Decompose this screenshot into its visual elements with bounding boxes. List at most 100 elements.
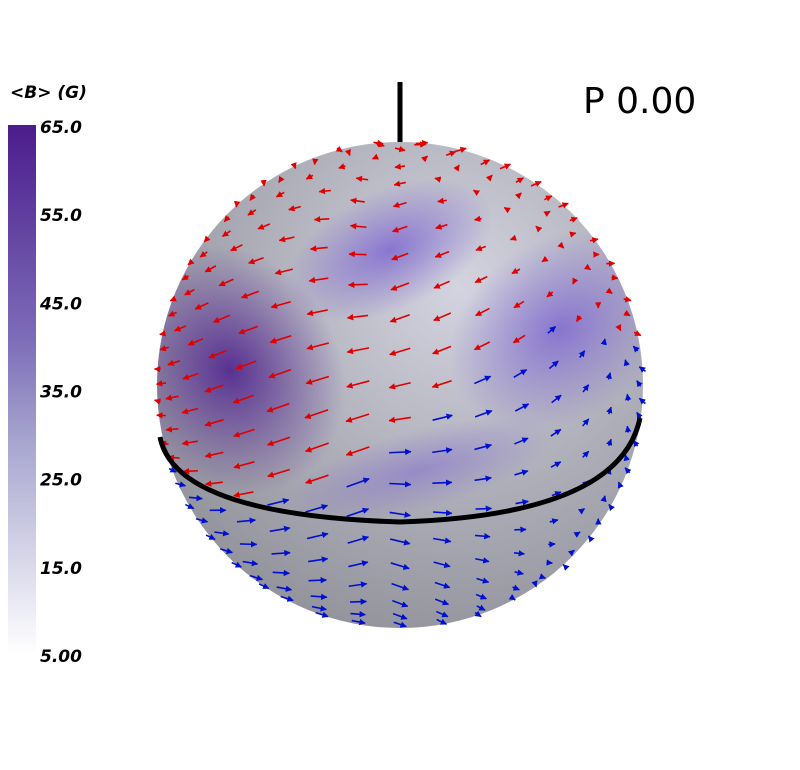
field-arrow [315, 611, 329, 618]
field-arrow [290, 162, 297, 170]
field-arrow [432, 447, 453, 454]
field-arrow [624, 467, 632, 475]
field-arrow [558, 202, 569, 209]
field-arrow [503, 206, 511, 214]
field-arrow [548, 360, 559, 370]
field-arrow [391, 582, 410, 591]
field-arrow [389, 347, 411, 356]
field-arrow [445, 150, 457, 157]
field-arrow [582, 384, 590, 393]
field-arrow [485, 174, 493, 182]
field-arrow [578, 350, 586, 358]
field-arrow [389, 314, 410, 323]
field-arrow [547, 325, 557, 334]
field-arrow [188, 494, 203, 502]
field-arrow [394, 163, 406, 170]
field-arrow [182, 372, 199, 380]
colorbar [8, 125, 36, 655]
field-arrow [567, 549, 575, 557]
field-arrow [582, 450, 590, 458]
field-arrow [605, 287, 613, 295]
field-arrow [155, 380, 167, 387]
field-arrow [308, 577, 328, 584]
field-arrow [232, 394, 255, 404]
field-arrow [276, 585, 293, 592]
star-surface [157, 142, 643, 628]
field-arrow [182, 467, 198, 475]
field-arrow [348, 251, 367, 258]
field-arrow [308, 556, 329, 563]
field-arrow [624, 425, 632, 433]
field-arrow [305, 173, 314, 180]
field-arrow [551, 394, 562, 404]
field-arrow [509, 234, 517, 241]
field-arrow [233, 491, 254, 498]
field-arrow [278, 175, 285, 184]
colorbar-title: <B> (G) [10, 83, 87, 103]
field-arrow [583, 263, 592, 271]
field-arrow [569, 231, 577, 238]
field-arrow [346, 347, 370, 355]
field-arrow [435, 223, 448, 230]
field-arrow [174, 325, 187, 332]
field-arrow [434, 250, 450, 258]
field-arrow [577, 507, 586, 515]
field-arrow [514, 192, 522, 200]
field-arrow [159, 330, 167, 337]
field-arrow [433, 312, 452, 322]
field-arrow [569, 216, 578, 223]
field-arrow [514, 469, 529, 476]
field-arrow [393, 621, 407, 628]
field-arrow [280, 595, 294, 602]
field-arrow [550, 428, 562, 437]
field-arrow [267, 498, 290, 506]
field-arrow [175, 481, 187, 488]
field-arrow [218, 278, 234, 287]
field-arrow [472, 189, 481, 196]
field-arrow [548, 541, 556, 548]
field-arrow [304, 409, 329, 419]
field-arrow [475, 245, 487, 252]
field-arrow [235, 360, 257, 370]
colorbar-tick-label: 25.0 [40, 471, 82, 491]
field-arrow [248, 257, 264, 265]
field-arrow [347, 281, 368, 288]
field-arrow [512, 584, 520, 591]
field-arrow [305, 375, 330, 385]
field-arrow [168, 310, 177, 317]
field-arrow [389, 481, 412, 488]
field-arrow [345, 413, 370, 423]
colorbar-tick-label: 35.0 [40, 383, 82, 403]
field-arrow [624, 393, 632, 401]
field-arrow [269, 334, 292, 344]
field-arrow [475, 593, 487, 600]
field-arrow [165, 426, 179, 433]
field-arrow [632, 345, 640, 353]
field-arrow [153, 398, 161, 405]
field-arrow [266, 436, 291, 447]
field-arrow [514, 403, 530, 412]
field-arrow [611, 274, 619, 281]
field-arrow [238, 325, 259, 335]
field-arrow [187, 338, 204, 346]
field-arrow [306, 309, 328, 317]
field-arrow [474, 409, 493, 418]
field-arrow [240, 290, 260, 299]
field-arrow [543, 210, 551, 217]
field-arrow [204, 451, 224, 459]
field-arrow [304, 442, 329, 453]
field-arrow [636, 411, 643, 420]
field-arrow [572, 277, 579, 285]
field-arrow [633, 330, 642, 337]
field-arrow [515, 499, 529, 506]
field-arrow [513, 369, 528, 378]
field-arrow [168, 466, 177, 473]
field-arrow [474, 375, 492, 385]
field-arrow [268, 369, 291, 379]
field-arrow [335, 145, 343, 153]
field-arrow [474, 275, 488, 284]
field-arrow [309, 245, 328, 252]
field-arrow [432, 345, 452, 355]
field-arrow [346, 314, 369, 321]
field-arrow [310, 593, 328, 601]
